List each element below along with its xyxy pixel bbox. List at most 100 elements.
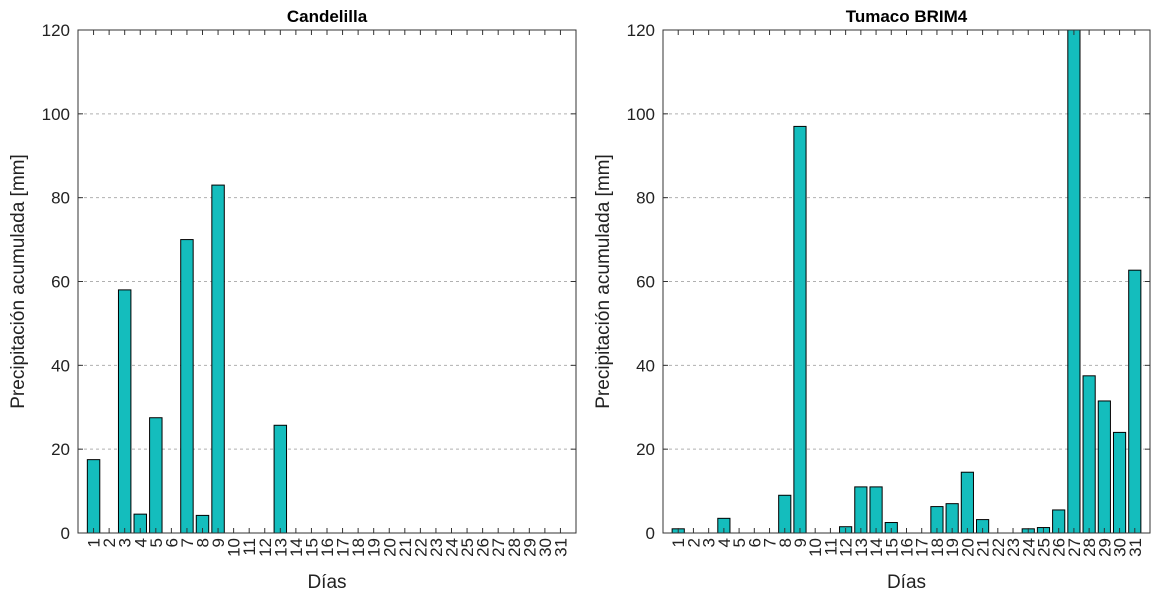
x-tick-label: 11 [240, 538, 259, 556]
x-tick-label: 25 [1034, 538, 1053, 557]
x-tick-label: 2 [100, 538, 119, 547]
axes-box [77, 29, 577, 534]
x-tick-label: 17 [334, 538, 353, 557]
x-tick-label: 30 [536, 538, 555, 557]
y-axis-label: Precipitación acumulada [mm] [8, 154, 29, 409]
y-axis-label: Precipitación acumulada [mm] [593, 154, 614, 409]
bar [180, 239, 194, 534]
y-tick-label: 40 [636, 356, 655, 375]
bar [117, 289, 132, 534]
x-tick-label: 23 [1004, 538, 1023, 557]
bar [211, 184, 225, 534]
x-tick-label: 7 [761, 538, 780, 547]
x-tick-label: 26 [1050, 538, 1069, 557]
x-tick-label: 15 [882, 538, 901, 557]
x-tick-label: 18 [349, 538, 368, 557]
x-tick-label: 31 [551, 538, 570, 557]
axes-box [662, 29, 1151, 534]
x-tick-label: 1 [85, 538, 104, 547]
x-tick-label: 15 [302, 538, 321, 557]
x-tick-label: 14 [867, 538, 886, 557]
x-tick-label: 13 [852, 538, 871, 557]
x-tick-label: 22 [989, 538, 1008, 557]
y-tick-label: 20 [51, 440, 70, 459]
y-tick-label: 0 [646, 524, 655, 543]
x-tick-label: 2 [684, 538, 703, 547]
y-tick-label: 100 [627, 105, 655, 124]
x-tick-label: 1 [669, 538, 688, 547]
x-tick-label: 6 [162, 538, 181, 547]
x-tick-label: 20 [380, 538, 399, 557]
x-tick-label: 28 [1080, 538, 1099, 557]
x-tick-label: 29 [520, 538, 539, 557]
x-tick-label: 28 [505, 538, 524, 557]
x-tick-label: 24 [443, 538, 462, 557]
bar [1112, 431, 1127, 534]
x-tick-label: 9 [209, 538, 228, 547]
y-tick-label: 100 [42, 105, 70, 124]
bar [1097, 400, 1111, 534]
bar [778, 494, 792, 534]
bar [1082, 375, 1096, 534]
x-tick-label: 27 [489, 538, 508, 557]
x-tick-label: 8 [194, 538, 213, 547]
bar [1128, 269, 1142, 534]
y-tick-label: 120 [627, 21, 655, 40]
x-tick-label: 17 [913, 538, 932, 557]
x-tick-label: 9 [791, 538, 810, 547]
x-tick-label: 3 [700, 538, 719, 547]
x-tick-label: 16 [318, 538, 337, 557]
x-tick-label: 13 [271, 538, 290, 557]
x-tick-label: 16 [898, 538, 917, 557]
x-tick-label: 29 [1095, 538, 1114, 557]
bar [960, 471, 974, 534]
x-tick-label: 11 [821, 538, 840, 556]
x-axis-label: Días [307, 572, 346, 593]
x-tick-label: 7 [178, 538, 197, 547]
y-tick-label: 120 [42, 21, 70, 40]
chart-title: Candelilla [287, 7, 368, 26]
x-tick-label: 24 [1019, 538, 1038, 557]
bar [854, 486, 868, 534]
x-tick-label: 31 [1126, 538, 1145, 557]
x-tick-label: 3 [116, 538, 135, 547]
x-tick-label: 5 [730, 538, 749, 547]
x-tick-label: 22 [411, 538, 430, 557]
x-axis-label: Días [887, 572, 926, 593]
bar [273, 424, 288, 534]
y-tick-label: 60 [636, 273, 655, 292]
x-tick-label: 4 [131, 538, 150, 547]
y-tick-label: 80 [636, 189, 655, 208]
x-tick-label: 27 [1065, 538, 1084, 557]
x-tick-label: 26 [474, 538, 493, 557]
x-tick-label: 12 [837, 538, 856, 557]
bar [149, 417, 163, 534]
x-tick-label: 14 [287, 538, 306, 557]
x-tick-label: 20 [958, 538, 977, 557]
x-tick-label: 30 [1111, 538, 1130, 557]
x-tick-label: 12 [256, 538, 275, 557]
y-tick-label: 60 [51, 273, 70, 292]
x-tick-label: 18 [928, 538, 947, 557]
bar [86, 459, 101, 534]
bar [1067, 29, 1081, 534]
bar [793, 125, 807, 534]
x-tick-label: 21 [396, 538, 415, 557]
x-tick-label: 25 [458, 538, 477, 557]
chart-title: Tumaco BRIM4 [846, 7, 968, 26]
x-tick-label: 4 [715, 538, 734, 547]
x-tick-label: 6 [745, 538, 764, 547]
x-tick-label: 10 [806, 538, 825, 557]
bar [869, 486, 883, 534]
y-tick-label: 80 [51, 189, 70, 208]
y-tick-label: 0 [61, 524, 70, 543]
x-tick-label: 10 [225, 538, 244, 557]
y-tick-label: 40 [51, 356, 70, 375]
x-tick-label: 21 [974, 538, 993, 557]
x-tick-label: 19 [365, 538, 384, 557]
x-tick-label: 23 [427, 538, 446, 557]
y-tick-label: 20 [636, 440, 655, 459]
x-tick-label: 19 [943, 538, 962, 557]
x-tick-label: 5 [147, 538, 166, 547]
